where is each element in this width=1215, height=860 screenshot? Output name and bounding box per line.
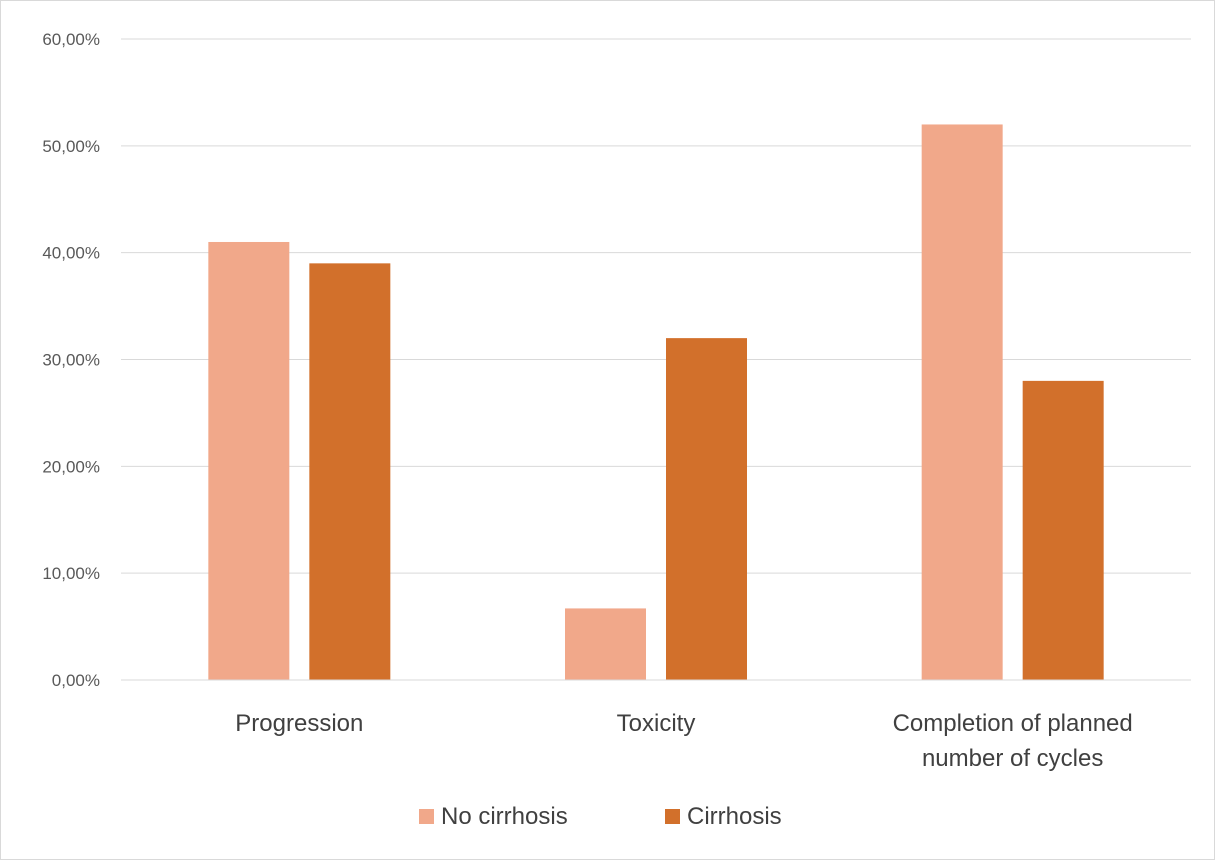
- y-tick-label: 10,00%: [42, 564, 100, 583]
- x-category-label-line: Progression: [235, 710, 363, 737]
- y-tick-label: 0,00%: [52, 671, 100, 690]
- bars: [208, 124, 1104, 680]
- y-tick-label: 60,00%: [42, 30, 100, 49]
- x-category-label: Toxicity: [617, 710, 696, 737]
- y-tick-label: 30,00%: [42, 351, 100, 370]
- x-axis-category-labels: Progression Toxicity Completion of planned…: [235, 710, 1132, 772]
- y-axis-tick-labels: 0,00% 10,00% 20,00% 30,00% 40,00% 50,00% 60,00…: [42, 30, 100, 690]
- y-tick-label: 40,00%: [42, 244, 100, 263]
- bar-no-cirrhosis: [921, 124, 1003, 680]
- bar-cirrhosis: [666, 338, 747, 680]
- legend-label: Cirrhosis: [687, 803, 782, 830]
- y-tick-label: 50,00%: [42, 137, 100, 156]
- x-category-label-line: Completion of planned: [893, 710, 1133, 737]
- legend: No cirrhosis Cirrhosis: [419, 803, 782, 830]
- bar-no-cirrhosis: [208, 241, 290, 680]
- legend-swatch: [419, 809, 434, 824]
- legend-swatch: [665, 809, 680, 824]
- bar-cirrhosis: [1022, 380, 1104, 680]
- gridlines: [121, 38, 1191, 574]
- x-category-label: Completion of planned number of cycles: [893, 710, 1133, 772]
- x-category-label-line: number of cycles: [922, 745, 1103, 772]
- x-category-label: Progression: [235, 710, 363, 737]
- bar-no-cirrhosis: [565, 608, 646, 680]
- y-tick-label: 20,00%: [42, 457, 100, 476]
- legend-label: No cirrhosis: [441, 803, 568, 830]
- x-category-label-line: Toxicity: [617, 710, 696, 737]
- bar-cirrhosis: [309, 263, 391, 680]
